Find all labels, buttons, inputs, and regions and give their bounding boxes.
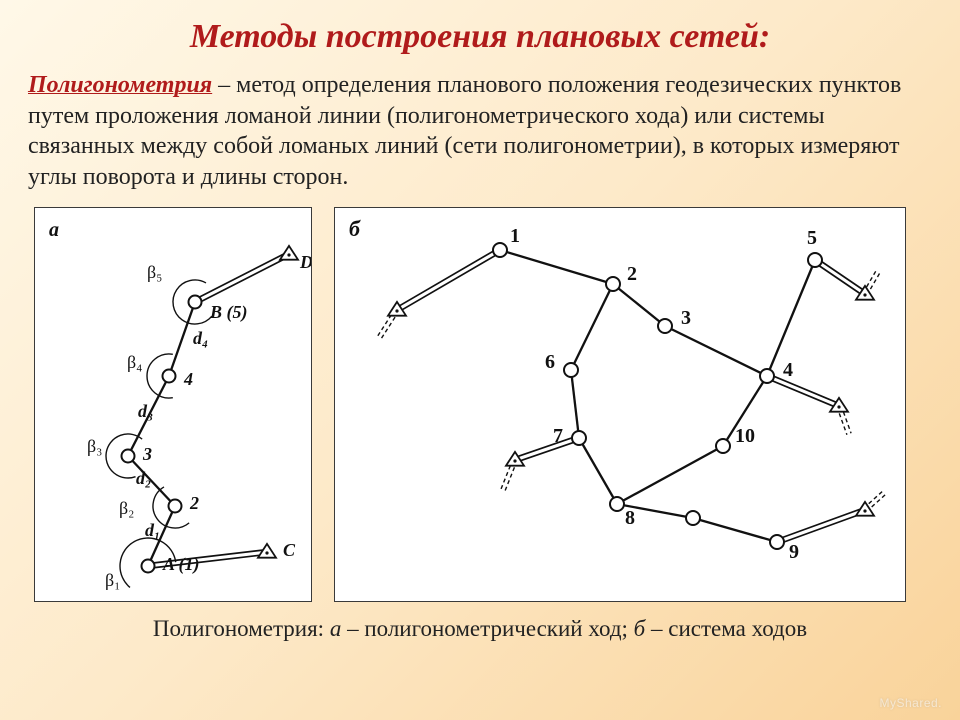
figure-a-frame: а β₁ β₂ β₃ β₄ β₅ d₁ d₂ d₃ d₄ A (1) 2 3 4 B (5) C D: [34, 207, 312, 602]
svg-text:D: D: [299, 252, 311, 272]
svg-text:β₁: β₁: [105, 570, 120, 590]
term-polygonometry: Полигонометрия: [28, 72, 212, 98]
svg-text:d₃: d₃: [138, 401, 153, 421]
caption-b-text: – система ходов: [645, 616, 807, 641]
svg-text:β₃: β₃: [87, 436, 102, 456]
svg-text:б: б: [349, 216, 361, 241]
svg-text:d₄: d₄: [193, 328, 208, 348]
svg-text:A (1): A (1): [162, 554, 200, 575]
svg-text:β₅: β₅: [147, 262, 162, 282]
svg-text:β₄: β₄: [127, 352, 142, 372]
caption-b-label: б: [634, 616, 646, 641]
svg-text:β₂: β₂: [119, 498, 134, 518]
svg-text:4: 4: [783, 359, 793, 381]
caption-a-text: – полигонометрический ход;: [341, 616, 633, 641]
svg-text:B (5): B (5): [209, 302, 248, 323]
figure-b-frame: б 1 2 3 6 7 8 4 10 5 9: [334, 207, 906, 602]
watermark: MyShared.: [879, 696, 942, 710]
svg-text:3: 3: [142, 444, 152, 464]
figures-row: а β₁ β₂ β₃ β₄ β₅ d₁ d₂ d₃ d₄ A (1) 2 3 4 B (5) C D б 1 2 3 6…: [34, 207, 932, 602]
svg-text:6: 6: [545, 351, 555, 373]
svg-text:10: 10: [735, 425, 755, 447]
svg-text:1: 1: [510, 225, 520, 247]
svg-text:d₂: d₂: [136, 468, 151, 488]
svg-text:8: 8: [625, 507, 635, 529]
page-title: Методы построения плановых сетей:: [28, 18, 932, 56]
caption-a-label: а: [330, 616, 342, 641]
svg-text:2: 2: [627, 263, 637, 285]
svg-text:d₁: d₁: [145, 520, 160, 540]
svg-text:5: 5: [807, 227, 817, 249]
svg-text:C: C: [283, 540, 296, 560]
svg-text:а: а: [49, 219, 59, 241]
svg-text:2: 2: [189, 493, 199, 513]
caption-pre: Полигонометрия:: [153, 616, 330, 641]
svg-text:4: 4: [183, 369, 193, 389]
svg-text:3: 3: [681, 307, 691, 329]
definition-paragraph: Полигонометрия – метод определения плано…: [28, 70, 932, 193]
svg-text:7: 7: [553, 425, 563, 447]
svg-text:9: 9: [789, 541, 799, 563]
figure-caption: Полигонометрия: а – полигонометрический …: [28, 616, 932, 642]
